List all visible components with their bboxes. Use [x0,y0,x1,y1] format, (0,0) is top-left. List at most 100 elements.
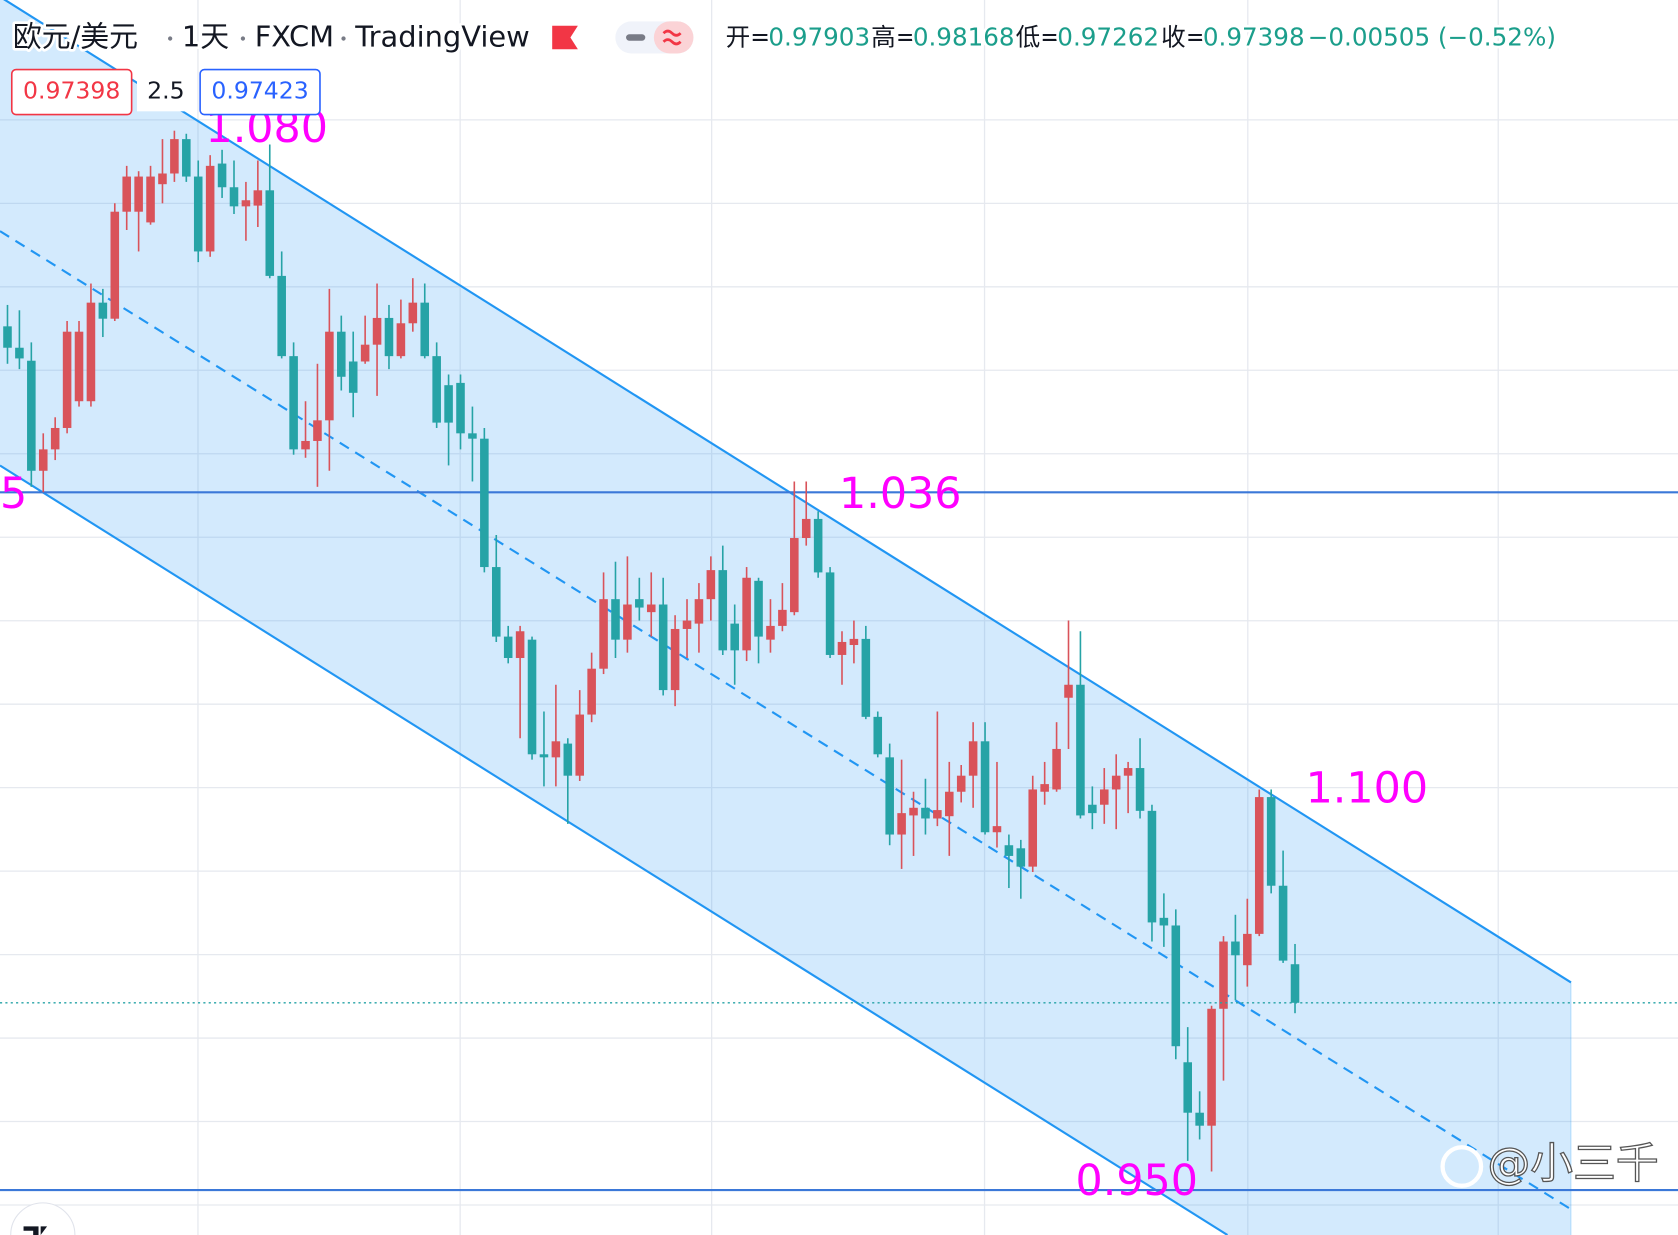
candle-body [706,570,716,600]
buy-button[interactable] [199,68,321,116]
ohlc-label: 低= [1016,23,1061,52]
candle-body [921,807,930,819]
candle-body [575,714,585,776]
source: FXCM [255,20,334,54]
ohlc-label: 收= [1161,23,1206,52]
candle-body [1207,1008,1216,1126]
candle-body [1254,797,1264,934]
candle-body [348,361,358,393]
candle-body [849,638,859,646]
candle-body [1290,964,1300,1003]
candle-body [551,741,561,758]
channel-lower [0,464,1229,1235]
candle-body [1088,804,1097,814]
candle-body [1195,1112,1204,1126]
candle-body [1147,810,1157,923]
channel-upper [3,0,1572,984]
candle-body [456,382,465,434]
ohlc-label: 高= [871,23,916,52]
candle-body [1076,684,1085,816]
ohlc-value: 0.98168 [913,23,1015,52]
candle-body [408,302,418,324]
candle-body [1052,748,1061,790]
candle-body [1278,885,1288,961]
candle-body [646,604,656,613]
symbol[interactable]: 欧元/美元 [10,17,141,56]
candle-body [527,639,537,755]
sell-price[interactable]: 0.97398 [23,77,120,105]
tv-logo-mark [23,1226,48,1235]
candle-body [1064,684,1073,698]
candle-body [1028,789,1038,867]
candle-body [1111,775,1121,790]
candle-body [897,813,906,835]
annotation: 1.100 [1306,763,1429,813]
candle-body [134,176,143,212]
candle-body [50,427,60,450]
ohlc-label: 开= [726,23,771,52]
candle-body [945,791,954,817]
candle-body [599,599,608,669]
candle-body [1123,768,1133,776]
candle-body [1243,933,1252,966]
candle-body [491,567,501,637]
candle-body [372,317,382,345]
candle-body [813,518,823,573]
candle-body [885,757,894,835]
candle-body [837,641,847,655]
toggle-icon [662,29,682,46]
candle-body [1040,784,1049,792]
candle-body [146,176,155,223]
candle-body [778,609,787,626]
candle-body [825,572,835,655]
candle-body [980,741,990,833]
candle-body [658,604,668,691]
separator [341,36,346,41]
candle-body [1219,941,1228,1009]
candle-body [682,620,692,629]
candle-body [1266,797,1276,886]
candle-body [217,163,227,188]
candle-body [968,741,978,776]
candles [0,130,1678,1172]
candle-body [3,326,12,348]
separator [168,36,173,41]
candle-body [730,623,739,651]
candle-body [193,176,203,252]
toggle-on[interactable] [653,21,694,54]
annotation: 1.036 [839,469,962,519]
interval[interactable]: 1天 [179,17,232,56]
candle-body [515,631,525,659]
candle-body [205,165,215,252]
candle-body [754,580,763,637]
candle-body [62,331,72,428]
candle-body [992,826,1002,833]
buy-price[interactable]: 0.97423 [211,77,308,105]
candle-body [74,331,84,402]
candle-body [432,356,441,423]
candle-body [289,356,298,450]
flag-icon[interactable] [552,25,578,50]
ohlc-value: 0.97903 [768,23,870,52]
candle-body [670,628,680,691]
candle-body [587,668,596,715]
candle-body [27,360,36,471]
candle-body [801,518,811,539]
candle-body [265,190,275,276]
candle-body [563,743,573,776]
candle-body [15,347,24,359]
candle-body [313,420,322,441]
candle-body [241,200,251,207]
candle-body [1004,845,1014,856]
candle-body [718,570,728,651]
candle-body [396,323,406,357]
sell-button[interactable] [10,68,133,116]
candle-body [468,433,477,439]
candle-body [122,176,131,212]
candle-body [873,716,883,755]
candle-body [1099,789,1109,805]
candle-body [503,636,513,659]
annotation: 0.950 [1076,1156,1199,1206]
